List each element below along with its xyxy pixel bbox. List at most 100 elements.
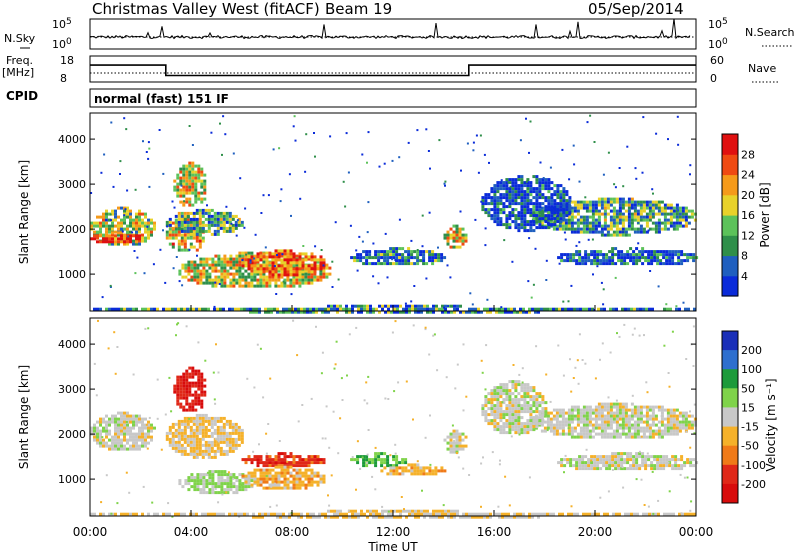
heat-cell <box>153 426 156 430</box>
heat-cell <box>449 447 453 451</box>
heat-cell <box>333 509 336 513</box>
heat-cell <box>532 214 536 218</box>
heat-cell <box>597 414 601 418</box>
heat-cell <box>560 461 564 465</box>
heat-cell <box>651 435 655 439</box>
heat-cell <box>177 425 181 429</box>
heat-cell <box>499 383 503 387</box>
heat-cell <box>647 464 651 468</box>
heat-cell <box>484 196 488 200</box>
heat-cell <box>348 307 351 311</box>
heat-cell <box>559 202 563 206</box>
heat-cell <box>529 410 533 414</box>
heat-cell <box>355 249 358 252</box>
heat-cell <box>647 256 651 260</box>
heat-cell <box>126 230 129 234</box>
heat-cell <box>648 215 652 219</box>
heat-cell <box>597 307 600 311</box>
heat-cell <box>608 461 612 465</box>
heat-cell <box>588 206 592 210</box>
heat-cell <box>105 432 108 436</box>
heat-cell <box>648 426 652 430</box>
heat-cell <box>282 280 285 283</box>
heat-cell <box>650 253 654 257</box>
heat-cell <box>659 467 663 471</box>
heat-cell <box>195 220 199 224</box>
heat-cell <box>253 258 257 262</box>
heat-cell <box>186 307 189 311</box>
heat-cell <box>176 381 180 385</box>
heat-cell <box>461 438 465 442</box>
heat-cell <box>612 197 616 201</box>
heat-cell <box>596 253 600 257</box>
heat-cell <box>570 420 574 424</box>
heat-cell <box>229 266 233 270</box>
heat-cell <box>162 307 165 311</box>
heat-cell <box>456 304 459 308</box>
heat-cell <box>523 410 527 414</box>
heat-cell <box>196 254 198 257</box>
heat-cell <box>298 464 302 468</box>
heat-cell <box>672 429 676 433</box>
heat-cell <box>638 464 642 468</box>
heat-cell <box>684 414 688 418</box>
heat-cell <box>330 515 333 519</box>
heat-cell <box>593 262 597 266</box>
heat-cell <box>585 426 589 430</box>
heat-cell <box>247 455 251 459</box>
heat-cell <box>135 414 138 418</box>
heat-cell <box>553 184 557 188</box>
heat-cell <box>582 432 586 436</box>
heat-cell <box>517 401 521 405</box>
heat-cell <box>416 249 419 251</box>
heat-cell <box>633 435 637 439</box>
heat-cell <box>556 202 560 206</box>
heat-cell <box>689 464 693 468</box>
heat-cell <box>202 257 206 261</box>
heat-cell <box>392 472 396 476</box>
heat-cell <box>147 435 150 439</box>
heat-cell <box>188 402 192 406</box>
heat-cell <box>226 485 230 489</box>
heat-cell <box>141 307 144 311</box>
heat-cell <box>627 414 631 418</box>
heat-cell <box>319 264 323 268</box>
heat-cell <box>438 139 441 142</box>
heat-cell <box>200 200 204 204</box>
heat-cell <box>182 387 186 391</box>
heat-cell <box>185 173 189 177</box>
heat-cell <box>561 221 565 225</box>
heat-cell <box>594 405 598 409</box>
heat-cell <box>538 184 542 188</box>
heat-cell <box>523 392 527 396</box>
heat-cell <box>529 226 533 230</box>
heat-cell <box>138 227 141 231</box>
heat-cell <box>666 307 669 311</box>
heat-cell <box>277 455 281 459</box>
heat-cell <box>404 466 408 470</box>
heat-cell <box>508 422 512 426</box>
heat-cell <box>180 452 184 456</box>
heat-cell <box>244 485 248 489</box>
heat-cell <box>600 212 604 216</box>
heat-cell <box>408 304 411 308</box>
heat-cell <box>234 214 238 218</box>
heat-cell <box>229 257 233 261</box>
heat-cell <box>413 466 417 470</box>
heat-cell <box>93 429 96 433</box>
heat-cell <box>315 515 318 519</box>
heat-cell <box>624 307 627 311</box>
heat-cell <box>277 275 281 279</box>
heat-cell <box>480 310 483 314</box>
heat-cell <box>608 262 612 266</box>
heat-cell <box>650 259 654 263</box>
heat-cell <box>222 452 226 456</box>
heat-cell <box>553 193 557 197</box>
y-tick-label: 2000 <box>58 223 86 236</box>
heat-cell <box>614 464 618 468</box>
heat-cell <box>197 173 201 177</box>
heat-cell <box>541 407 545 411</box>
heat-cell <box>600 432 604 436</box>
heat-cell <box>529 181 533 185</box>
